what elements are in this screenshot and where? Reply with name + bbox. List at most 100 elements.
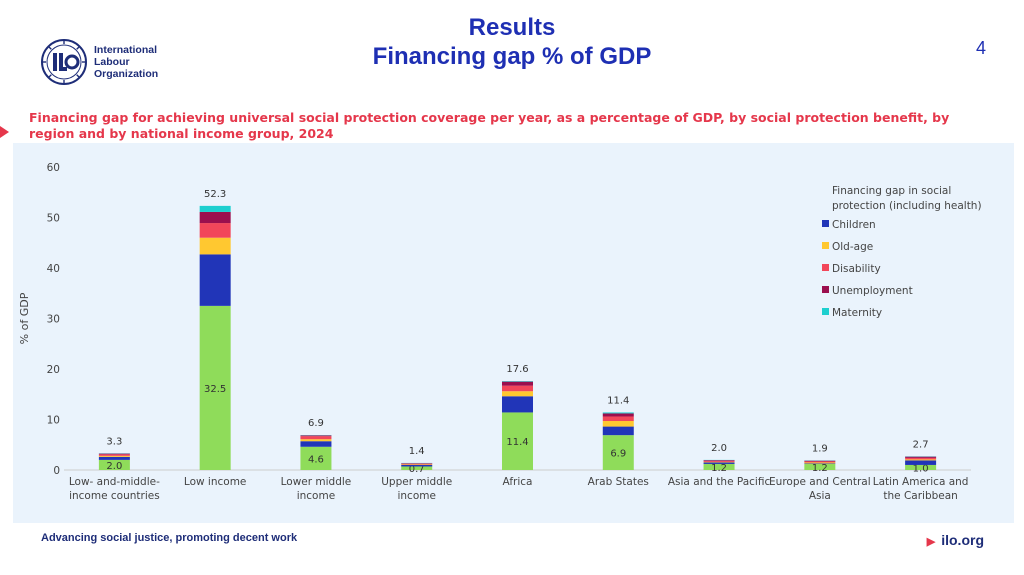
legend-entry: Unemployment [832,285,913,297]
slide-title-line-2: Financing gap % of GDP [372,43,652,70]
bar-segment [703,460,735,461]
data-label: 32.5 [204,384,226,395]
bar-segment [401,463,433,465]
bar-segment [98,454,130,456]
footer-site-label: ilo.org [941,532,984,548]
y-axis-label: % of GDP [18,292,31,344]
legend-swatch [822,308,829,315]
total-label: 2.0 [711,443,727,454]
category-label: Upper middle [381,476,452,488]
data-label: 1.0 [913,463,929,474]
total-label: 1.9 [812,443,828,454]
y-tick-label: 40 [47,263,60,275]
bar-segment [98,459,130,470]
bar-segment [300,435,332,437]
category-label: income countries [69,490,160,502]
bar-segment [199,223,231,238]
bar-segment [401,463,433,464]
bar-segment [905,459,937,461]
category-label: Europe and Central [769,476,871,488]
bar-segment [401,466,433,470]
bar-segment [804,463,836,464]
bar-segment [602,426,634,436]
category-label: Asia [809,490,831,502]
bar-segment [905,457,937,460]
bar-segment [703,462,735,464]
total-label: 1.4 [409,446,425,457]
bar-segment [401,464,433,465]
bar-segment [602,413,634,417]
data-label: 1.2 [711,463,727,474]
category-label: Africa [503,476,533,488]
bar-segment [804,462,836,464]
legend-swatch [822,264,829,271]
category-label: Lower middle [281,476,352,488]
bar-segment [703,460,735,462]
bar-segment [199,205,231,212]
bar-segment [905,460,937,465]
category-label: Arab States [588,476,649,488]
y-tick-label: 60 [47,162,60,174]
stacked-bar-chart: 0 10 20 30 40 50 60 % of GDP 2.0 3.3 Low- and-midd… [18,162,982,502]
bar-segment [199,305,231,470]
bar-segment [602,435,634,470]
bar-segment [502,412,533,470]
data-label: 0.7 [409,464,425,475]
y-tick-label: 20 [47,364,60,376]
bar-segment [502,381,533,386]
org-name-line-3: Organization [94,68,159,80]
category-label: Asia and the Pacific [668,476,771,488]
bar-segment [300,441,332,447]
bar-segment [300,436,332,440]
slide-title: Results Financing gap % of GDP [0,14,1024,72]
total-label: 6.9 [308,418,324,429]
bar-segment [502,381,533,382]
bar-segment [401,464,433,467]
page-number: 4 [975,38,986,58]
data-label: 11.4 [506,437,528,448]
total-label: 11.4 [607,395,629,406]
legend-swatch [822,242,829,249]
bar-segment [502,391,533,397]
subtitle-marker-icon [0,126,9,138]
total-label: 17.6 [506,364,528,375]
data-label: 6.9 [610,449,626,460]
chart-panel: 0 10 20 30 40 50 60 % of GDP 2.0 3.3 Low- and-midd… [13,143,1014,523]
category-label: income [397,490,435,502]
y-tick-label: 10 [47,415,60,427]
legend-entry: Disability [832,263,881,275]
bar-segment [199,254,231,306]
category-label: the Caribbean [883,490,957,502]
bar-segment [602,412,634,414]
slide-title-line-1: Results [468,14,556,41]
y-tick-label: 50 [47,213,60,225]
bar-segment [98,453,130,455]
category-label: Low- and-middle- [69,476,160,488]
bar-segment [502,396,533,413]
legend-entry: Maternity [832,307,882,319]
bar-segment [703,463,735,470]
category-label: income [297,490,335,502]
bar-segment [905,464,937,470]
bar-segment [199,237,231,255]
bar-segment [199,211,231,224]
legend-swatch [822,220,829,227]
org-name-line-1: International [94,44,158,56]
legend-title: protection (including health) [832,200,982,212]
org-name: International Labour Organization [94,44,158,80]
legend-entry: Old-age [832,241,873,253]
bar-segment [602,421,634,427]
data-label: 4.6 [308,454,324,465]
ilo-logo: International Labour Organization [40,38,158,86]
total-label: 2.7 [913,439,929,450]
bar-segment [300,446,332,470]
bar-segment [804,460,836,462]
bar-segment [502,385,533,392]
category-label: Latin America and [873,476,969,488]
bar-segment [98,455,130,457]
footer-site-link[interactable]: ▶ ilo.org [927,532,984,548]
bar-segment [300,439,332,442]
total-label: 52.3 [204,189,226,200]
chart-subtitle: Financing gap for achieving universal so… [29,110,950,141]
legend-entry: Children [832,219,876,231]
